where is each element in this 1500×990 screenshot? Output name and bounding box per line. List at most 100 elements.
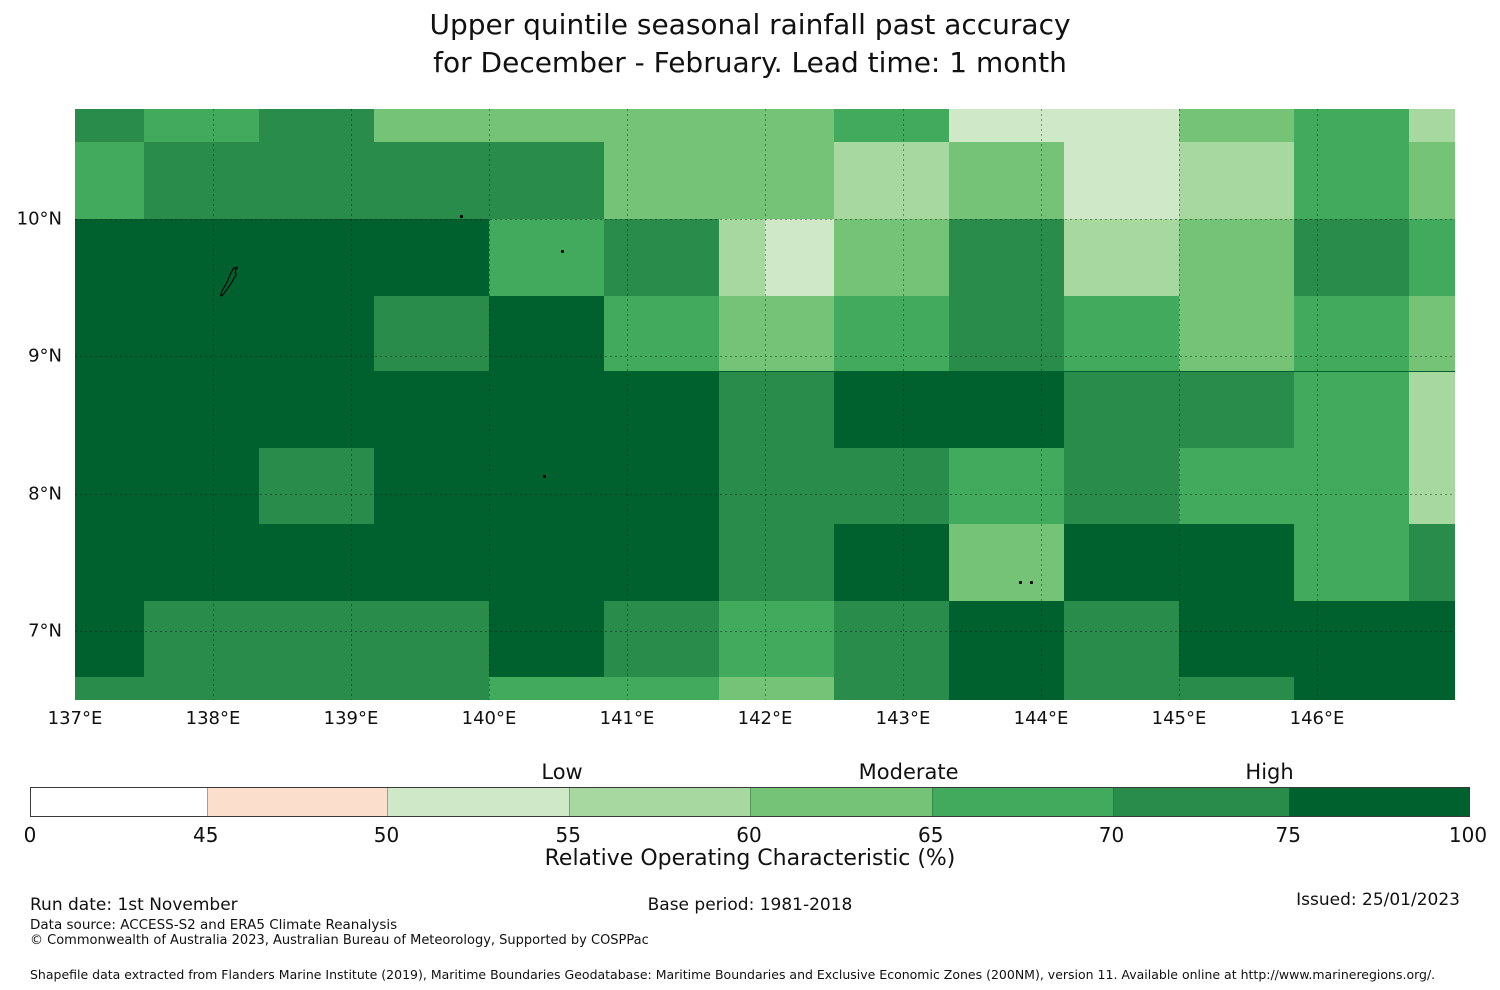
meridian-gridline	[765, 109, 766, 700]
base-period-text: Base period: 1981-2018	[647, 895, 853, 915]
map-cell	[1293, 601, 1410, 677]
map-cell	[603, 601, 720, 677]
y-tick-label: 10°N	[16, 208, 62, 230]
colorbar-category-label-moderate: Moderate	[858, 760, 959, 784]
copyright-text: © Commonwealth of Australia 2023, Austra…	[30, 933, 649, 948]
data-source-text: Data source: ACCESS-S2 and ERA5 Climate …	[30, 917, 398, 933]
x-tick-label: 146°E	[1289, 708, 1345, 729]
colorbar	[30, 787, 1470, 817]
y-tick-label: 8°N	[28, 483, 62, 505]
colorbar-segment	[1112, 788, 1290, 816]
colorbar-segment	[31, 788, 207, 816]
map-cell	[258, 524, 375, 602]
map-cell	[489, 601, 604, 677]
map-cell	[903, 524, 949, 602]
map-cell	[765, 371, 834, 449]
map-cell	[903, 371, 949, 449]
map-cell	[1179, 676, 1294, 700]
map-cell	[1064, 676, 1179, 700]
map-cell	[903, 448, 949, 525]
map-cell	[144, 524, 259, 602]
map-cell	[1293, 371, 1410, 449]
map-cell	[719, 141, 765, 219]
map-cell	[374, 295, 489, 372]
map-cell	[719, 448, 765, 525]
map-cell	[144, 218, 259, 296]
map-cell	[258, 448, 375, 525]
map-cell	[765, 295, 834, 372]
colorbar-segment	[569, 788, 750, 816]
map-cell	[834, 601, 903, 677]
map-cell	[489, 109, 604, 142]
map-cell	[374, 448, 489, 525]
map-cell	[75, 601, 144, 677]
meridian-gridline	[489, 109, 490, 700]
run-date-text: Run date: 1st November	[30, 895, 238, 915]
shapefile-attribution-text: Shapefile data extracted from Flanders M…	[30, 967, 1436, 982]
map-cell	[948, 371, 1065, 449]
map-cell	[1064, 524, 1179, 602]
map-cell	[489, 524, 604, 602]
map-cell	[603, 218, 720, 296]
colorbar-tick-label: 0	[23, 823, 37, 847]
map-cell	[603, 109, 720, 142]
map-cell	[903, 295, 949, 372]
colorbar-tick-label: 55	[555, 823, 581, 847]
yap-island-outline	[220, 266, 238, 297]
meridian-gridline	[351, 109, 352, 700]
map-cell	[374, 218, 489, 296]
map-cell	[144, 109, 259, 142]
map-cell	[258, 218, 375, 296]
map-cell	[489, 141, 604, 219]
map-cell	[948, 295, 1065, 372]
map-cell	[1409, 218, 1455, 296]
map-cell	[75, 109, 144, 142]
map-cell	[1064, 448, 1179, 525]
meridian-gridline	[1179, 109, 1180, 700]
map-cell	[834, 676, 903, 700]
chart-title-line-2: for December - February. Lead time: 1 mo…	[433, 46, 1067, 79]
map-cell	[834, 109, 903, 142]
map-cell	[144, 601, 259, 677]
map-cell	[144, 448, 259, 525]
colorbar-tick-label: 50	[373, 823, 400, 847]
map-cell	[834, 218, 903, 296]
map-cell	[1409, 524, 1455, 602]
map-cell	[374, 109, 489, 142]
map-cell	[603, 141, 720, 219]
map-cell	[374, 601, 489, 677]
map-cell	[765, 218, 834, 296]
map-cell	[258, 109, 375, 142]
meridian-gridline	[1317, 109, 1318, 700]
map-cell	[1064, 109, 1179, 142]
map-cell	[1409, 295, 1455, 372]
map-cell	[1293, 218, 1410, 296]
map-cell	[374, 371, 489, 449]
x-tick-label: 138°E	[185, 708, 241, 729]
colorbar-segment	[206, 788, 388, 816]
colorbar-category-label-high: High	[1245, 760, 1294, 784]
map-cell	[948, 141, 1065, 219]
map-cell	[1064, 371, 1179, 449]
colorbar-tick-label: 70	[1098, 823, 1125, 847]
map-cell	[75, 524, 144, 602]
map-cell	[719, 218, 765, 296]
map-cell	[144, 141, 259, 219]
map-cell	[1179, 601, 1294, 677]
map-cell	[903, 109, 949, 142]
colorbar-tick-label: 45	[192, 823, 219, 847]
map-cell	[1409, 676, 1455, 700]
map-cell	[719, 295, 765, 372]
map-cell	[834, 295, 903, 372]
map-cell	[1064, 601, 1179, 677]
colorbar-axis-label: Relative Operating Characteristic (%)	[544, 846, 956, 871]
map-cell	[603, 448, 720, 525]
meridian-gridline	[213, 109, 214, 700]
map-cell	[903, 141, 949, 219]
ulithi-atoll-dot	[460, 215, 464, 219]
parallel-gridline	[75, 218, 1455, 220]
map-cell	[374, 141, 489, 219]
meridian-gridline	[1041, 109, 1042, 700]
map-cell	[1409, 371, 1455, 449]
